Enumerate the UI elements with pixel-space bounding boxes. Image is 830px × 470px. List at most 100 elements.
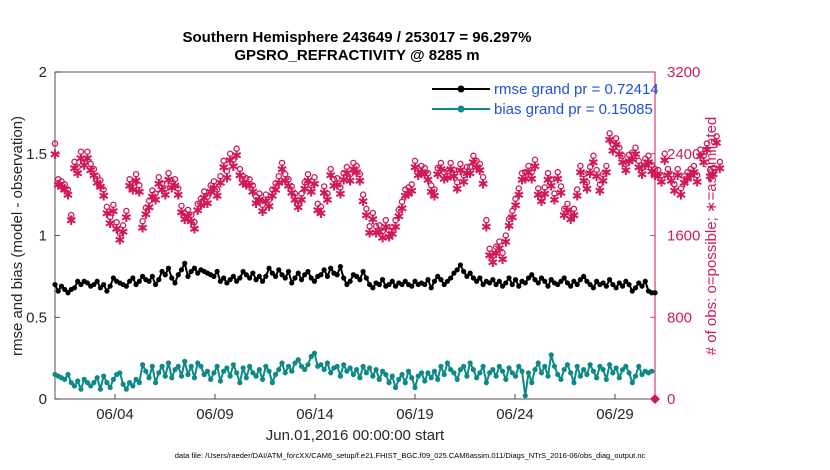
possible-obs-point xyxy=(518,169,526,177)
rmse-point xyxy=(243,272,249,278)
assimilated-obs-point: ✱ xyxy=(419,168,430,183)
possible-obs-point xyxy=(84,148,91,155)
possible-obs-point xyxy=(674,165,681,173)
rmse-point xyxy=(104,288,110,294)
assimilated-obs-point: ✱ xyxy=(150,194,161,209)
assimilated-obs-point: ✱ xyxy=(695,150,706,165)
rmse-point xyxy=(195,270,201,276)
assimilated-obs-point: ✱ xyxy=(124,179,135,194)
rmse-point xyxy=(561,275,567,281)
assimilated-obs-point: ✱ xyxy=(273,176,284,191)
possible-obs-point xyxy=(499,249,506,257)
possible-obs-point xyxy=(398,198,406,206)
y-right-tick-label: 2400 xyxy=(667,146,700,163)
bias-point xyxy=(62,376,68,382)
assimilated-obs-point: ✱ xyxy=(646,165,657,180)
chart-title-line1: Southern Hemisphere 243649 / 253017 = 96… xyxy=(183,29,532,46)
legend: rmse grand pr = 0.72414 bias grand pr = … xyxy=(428,76,659,122)
possible-obs-point xyxy=(165,169,172,177)
bias-point xyxy=(535,360,541,366)
bias-point xyxy=(629,380,635,386)
assimilated-obs-point: ✱ xyxy=(231,149,242,164)
y-left-tick-label: 0 xyxy=(39,391,47,408)
possible-obs-point xyxy=(606,130,613,137)
zero-count-marker xyxy=(650,394,660,404)
rmse-point xyxy=(581,273,587,279)
assimilated-obs-point: ✱ xyxy=(458,175,469,190)
rmse-point xyxy=(324,273,331,279)
bias-point xyxy=(337,373,344,379)
assimilated-obs-point: ✱ xyxy=(585,167,596,182)
assimilated-obs-point: ✱ xyxy=(559,209,570,224)
possible-obs-point xyxy=(317,203,325,211)
possible-obs-point xyxy=(152,190,159,197)
assimilated-obs-point: ✱ xyxy=(118,225,129,240)
assimilated-obs-point: ✱ xyxy=(536,195,547,210)
rmse-point xyxy=(75,278,81,284)
possible-obs-point xyxy=(444,167,451,175)
possible-obs-point xyxy=(544,169,552,177)
bias-point xyxy=(370,373,376,379)
y-left-tick-label: 0.5 xyxy=(26,309,47,326)
assimilated-obs-point: ✱ xyxy=(264,200,275,215)
assimilated-obs-point: ✱ xyxy=(358,195,369,210)
possible-obs-point xyxy=(288,183,296,190)
rmse-point xyxy=(623,278,629,284)
rmse-point xyxy=(360,268,366,275)
rmse-point xyxy=(506,275,512,281)
assimilated-obs-point: ✱ xyxy=(578,174,589,189)
bias-point xyxy=(139,362,146,368)
assimilated-obs-point: ✱ xyxy=(675,189,686,204)
bias-point xyxy=(516,363,522,369)
possible-obs-point xyxy=(340,169,347,177)
rmse-point xyxy=(91,281,97,288)
assimilated-obs-point: ✱ xyxy=(111,222,122,237)
bias-point xyxy=(480,363,486,369)
assimilated-obs-point: ✱ xyxy=(166,181,177,196)
bias-point xyxy=(126,380,133,386)
possible-obs-point xyxy=(106,213,114,221)
bias-point xyxy=(636,363,642,369)
bias-point xyxy=(409,375,415,381)
possible-obs-point xyxy=(671,181,678,188)
bias-point xyxy=(422,378,428,384)
assimilated-obs-point: ✱ xyxy=(121,211,132,226)
possible-obs-point xyxy=(622,160,630,168)
rmse-point xyxy=(178,267,185,273)
possible-obs-point xyxy=(463,163,471,171)
rmse-point xyxy=(182,260,188,266)
assimilated-obs-point: ✱ xyxy=(244,179,255,194)
rmse-point xyxy=(629,288,635,294)
assimilated-obs-point: ✱ xyxy=(88,169,99,184)
assimilated-obs-point: ✱ xyxy=(452,182,463,197)
rmse-point xyxy=(428,285,434,291)
possible-obs-point xyxy=(492,243,500,250)
possible-obs-point xyxy=(184,206,192,214)
possible-obs-point xyxy=(450,166,458,174)
possible-obs-point xyxy=(330,176,338,183)
possible-obs-point xyxy=(700,152,707,160)
possible-obs-point xyxy=(616,144,623,151)
rmse-point xyxy=(292,275,298,281)
assimilated-obs-point: ✱ xyxy=(199,192,210,207)
assimilated-obs-point: ✱ xyxy=(328,179,339,194)
bias-point xyxy=(68,380,74,386)
possible-obs-point xyxy=(337,184,344,191)
rmse-point xyxy=(276,267,282,273)
bias-point xyxy=(201,371,207,378)
assimilated-obs-point: ✱ xyxy=(361,209,372,224)
bias-point xyxy=(383,371,389,378)
bias-point xyxy=(172,366,178,373)
possible-obs-point xyxy=(667,170,675,178)
rmse-point xyxy=(571,278,577,284)
rmse-point xyxy=(379,277,386,283)
rmse-point xyxy=(464,273,470,279)
rmse-point xyxy=(172,280,178,286)
rmse-point xyxy=(522,280,528,286)
assimilated-obs-point: ✱ xyxy=(105,217,116,232)
rmse-point xyxy=(263,273,269,279)
bias-point xyxy=(246,363,253,369)
assimilated-obs-point: ✱ xyxy=(290,194,301,209)
rmse-point xyxy=(451,270,457,276)
assimilated-obs-point: ✱ xyxy=(260,195,271,210)
